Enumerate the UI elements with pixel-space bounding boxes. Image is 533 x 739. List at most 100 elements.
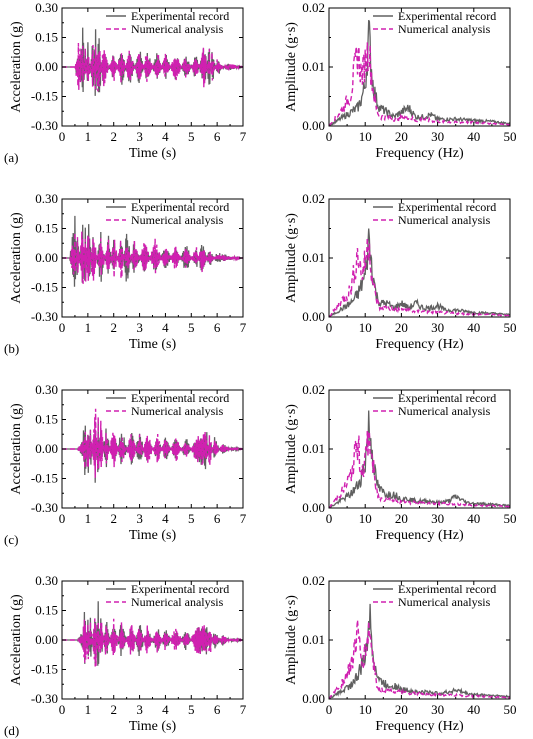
x-axis-label: Frequency (Hz) xyxy=(375,146,464,161)
y-tick-label: -0.30 xyxy=(31,118,58,133)
x-tick-label: 3 xyxy=(136,129,143,144)
row-label: (b) xyxy=(4,341,19,356)
series-line-numerical xyxy=(328,429,511,509)
x-tick-label: 30 xyxy=(431,511,444,526)
x-tick-label: 0 xyxy=(326,511,333,526)
x-tick-label: 0 xyxy=(59,320,66,335)
y-tick-label: 0.00 xyxy=(302,309,325,324)
legend-label-numerical: Numerical analysis xyxy=(398,213,491,227)
legend-label-experimental: Experimental record xyxy=(131,391,229,405)
x-tick-label: 3 xyxy=(136,511,143,526)
x-tick-label: 0 xyxy=(59,702,66,717)
x-tick-label: 50 xyxy=(504,702,517,717)
x-tick-label: 4 xyxy=(162,511,169,526)
x-tick-label: 5 xyxy=(188,320,195,335)
y-axis-label: Acceleration (g) xyxy=(9,212,24,304)
y-tick-label: 0.01 xyxy=(302,632,325,647)
x-tick-label: 4 xyxy=(162,129,169,144)
y-tick-label: 0.15 xyxy=(35,221,58,236)
panel-d-time: 0 1 2 3 4 5 6 7 -0.30 -0.15 0.00 0.15 0.30 Time (s) Ac… xyxy=(4,573,247,738)
panel-c-freq: 0 10 20 30 40 50 0.00 0.01 0.02 Frequency (Hz) Amp… xyxy=(284,382,517,543)
y-tick-label: 0.00 xyxy=(302,118,325,133)
series-line-numerical xyxy=(62,618,244,667)
x-tick-label: 20 xyxy=(395,511,408,526)
x-tick-label: 0 xyxy=(326,702,333,717)
legend-label-numerical: Numerical analysis xyxy=(131,213,224,227)
x-tick-label: 1 xyxy=(85,129,92,144)
y-tick-label: 0.30 xyxy=(35,382,58,397)
y-tick-label: 0.00 xyxy=(35,632,58,647)
panel-a-freq: 0 10 20 30 40 50 0.00 0.01 0.02 Frequency (Hz) Amp… xyxy=(284,0,517,161)
y-tick-label: 0.15 xyxy=(35,412,58,427)
y-tick-label: -0.15 xyxy=(31,471,58,486)
legend-label-numerical: Numerical analysis xyxy=(131,404,224,418)
x-tick-label: 7 xyxy=(240,702,247,717)
row-label: (d) xyxy=(4,723,19,738)
y-tick-label: 0.01 xyxy=(302,250,325,265)
x-axis-label: Time (s) xyxy=(129,337,177,352)
x-tick-label: 10 xyxy=(359,511,372,526)
y-tick-label: 0.00 xyxy=(302,500,325,515)
x-tick-label: 2 xyxy=(110,702,117,717)
x-tick-label: 50 xyxy=(504,511,517,526)
y-axis-label: Acceleration (g) xyxy=(9,594,24,686)
x-axis-label: Time (s) xyxy=(129,719,177,734)
x-tick-label: 30 xyxy=(431,702,444,717)
x-tick-label: 40 xyxy=(467,129,480,144)
legend-label-experimental: Experimental record xyxy=(131,200,229,214)
x-tick-label: 0 xyxy=(59,511,66,526)
series-line-numerical xyxy=(328,42,511,127)
panel-a-time: 0 1 2 3 4 5 6 7 -0.30 -0.15 0.00 0.15 0.30 Time (s) Ac… xyxy=(4,0,247,165)
panel-d-freq: 0 10 20 30 40 50 0.00 0.01 0.02 Frequency (Hz) Amp… xyxy=(284,573,517,734)
series-line-numerical xyxy=(328,619,511,700)
x-tick-label: 4 xyxy=(162,320,169,335)
x-tick-label: 50 xyxy=(504,320,517,335)
y-tick-label: -0.30 xyxy=(31,691,58,706)
y-tick-label: 0.00 xyxy=(302,691,325,706)
x-tick-label: 5 xyxy=(188,129,195,144)
x-tick-label: 3 xyxy=(136,702,143,717)
x-tick-label: 20 xyxy=(395,129,408,144)
legend-label-experimental: Experimental record xyxy=(398,9,496,23)
y-tick-label: -0.15 xyxy=(31,662,58,677)
x-tick-label: 30 xyxy=(431,320,444,335)
series-line-experimental xyxy=(328,410,511,509)
x-tick-label: 7 xyxy=(240,511,247,526)
series-line-numerical xyxy=(62,42,243,92)
x-tick-label: 6 xyxy=(214,511,221,526)
y-tick-label: 0.02 xyxy=(302,191,325,206)
y-tick-label: 0.02 xyxy=(302,0,325,15)
legend-label-experimental: Experimental record xyxy=(131,582,229,596)
x-tick-label: 5 xyxy=(188,511,195,526)
y-tick-label: 0.00 xyxy=(35,59,58,74)
y-tick-label: 0.02 xyxy=(302,573,325,588)
x-tick-label: 30 xyxy=(431,129,444,144)
x-tick-label: 6 xyxy=(214,702,221,717)
x-tick-label: 7 xyxy=(240,320,247,335)
x-tick-label: 10 xyxy=(359,702,372,717)
x-tick-label: 50 xyxy=(504,129,517,144)
y-tick-label: 0.00 xyxy=(35,441,58,456)
y-tick-label: 0.15 xyxy=(35,30,58,45)
x-tick-label: 0 xyxy=(59,129,66,144)
legend-label-experimental: Experimental record xyxy=(398,582,496,596)
legend-label-experimental: Experimental record xyxy=(131,9,229,23)
series-line-numerical xyxy=(62,408,243,478)
x-tick-label: 2 xyxy=(110,320,117,335)
legend-label-numerical: Numerical analysis xyxy=(131,22,224,36)
legend-label-numerical: Numerical analysis xyxy=(398,404,491,418)
y-tick-label: -0.15 xyxy=(31,89,58,104)
x-tick-label: 1 xyxy=(85,511,92,526)
x-tick-label: 3 xyxy=(136,320,143,335)
panel-b-freq: 0 10 20 30 40 50 0.00 0.01 0.02 Frequency (Hz) Amp… xyxy=(284,191,517,352)
y-tick-label: 0.01 xyxy=(302,59,325,74)
x-tick-label: 40 xyxy=(467,320,480,335)
y-tick-label: 0.30 xyxy=(35,191,58,206)
x-tick-label: 20 xyxy=(395,320,408,335)
y-tick-label: 0.30 xyxy=(35,573,58,588)
x-tick-label: 6 xyxy=(214,320,221,335)
row-label: (c) xyxy=(4,532,18,547)
x-tick-label: 20 xyxy=(395,702,408,717)
y-axis-label: Amplitude (g·s) xyxy=(284,22,299,112)
